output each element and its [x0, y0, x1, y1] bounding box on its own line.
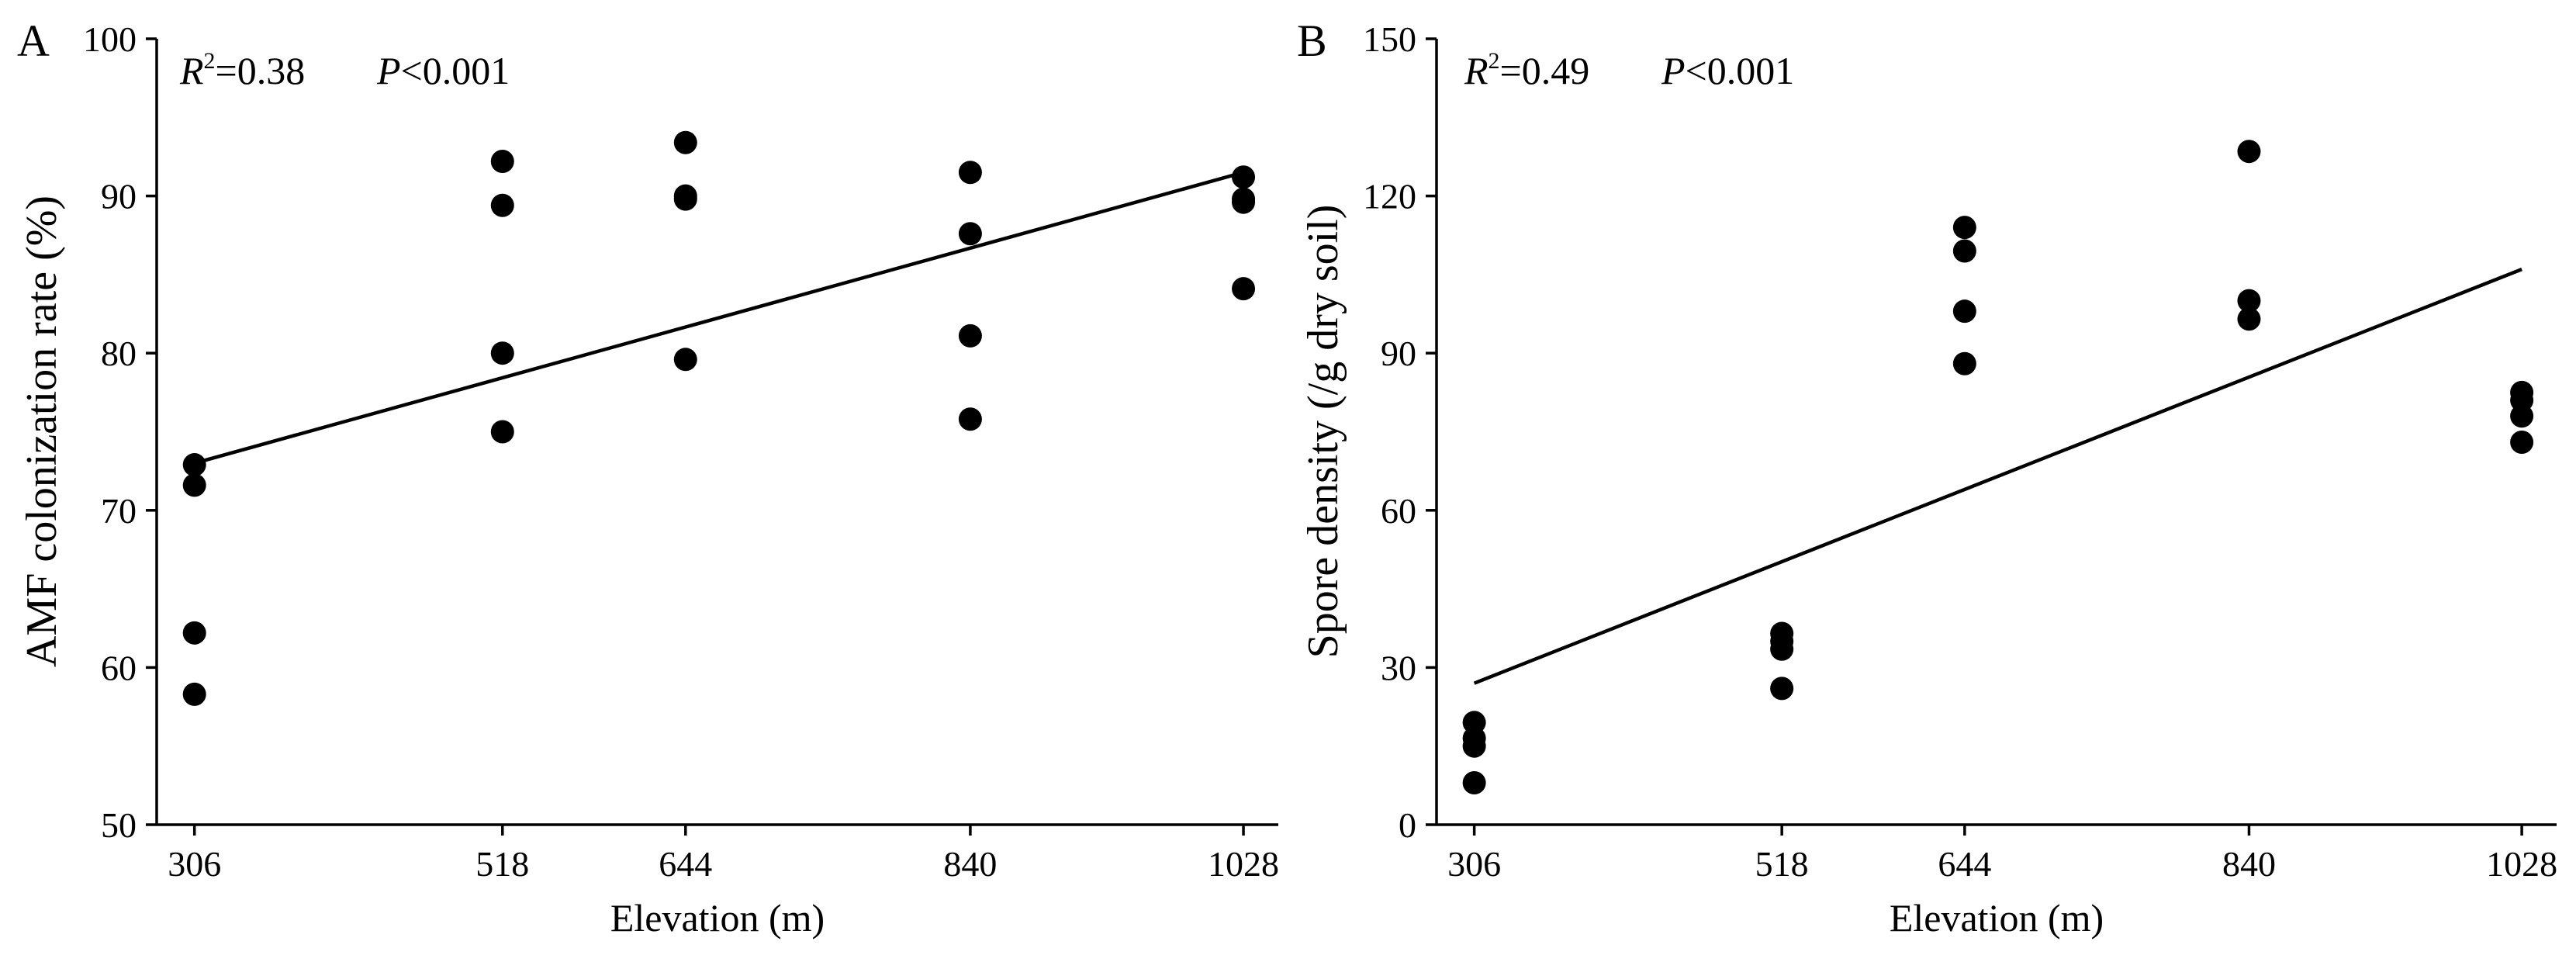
data-point-b-17	[2510, 404, 2534, 428]
data-point-a-1	[182, 473, 206, 497]
x-axis-label-a: Elevation (m)	[610, 896, 825, 940]
x-tick-label-a-1: 518	[475, 844, 529, 884]
y-tick-label-a-1: 60	[101, 648, 137, 687]
x-ticks-b: 306 518 644 840 1028	[1447, 825, 2557, 884]
r2-annotation-a: R2=0.38	[179, 48, 305, 92]
x-tick-label-b-2: 644	[1938, 844, 1991, 884]
data-point-a-10	[673, 187, 697, 211]
data-point-b-2	[1462, 734, 1486, 758]
data-point-a-2	[182, 621, 206, 645]
r2-annotation-b: R2=0.49	[1464, 48, 1589, 92]
panel-label-b: B	[1297, 16, 1327, 66]
y-tick-label-b-4: 120	[1363, 177, 1416, 216]
data-point-a-11	[673, 348, 697, 372]
x-tick-label-b-1: 518	[1755, 844, 1809, 884]
data-point-a-19	[1232, 277, 1256, 301]
data-points-a	[182, 130, 1256, 706]
x-ticks-a: 306 518 644 840 1028	[168, 825, 1279, 884]
data-point-a-5	[490, 193, 514, 217]
x-tick-label-a-0: 306	[168, 844, 221, 884]
regression-line-a	[194, 171, 1244, 465]
r2-value-b: =0.49	[1500, 49, 1590, 92]
r2-value-a: =0.38	[216, 49, 306, 92]
data-point-a-15	[958, 407, 982, 431]
x-tick-label-a-2: 644	[659, 844, 712, 884]
panel-label-a: A	[17, 16, 50, 66]
y-tick-label-b-5: 150	[1363, 19, 1416, 59]
panel-a-amf-colonization: A R2=0.38 P<0.001 50 60 70 80 90 100 306 518 64…	[17, 16, 1279, 940]
y-tick-label-a-5: 100	[83, 19, 137, 59]
p-annotation-a: P<0.001	[376, 49, 510, 92]
data-point-a-18	[1232, 190, 1256, 214]
y-ticks-b: 0 30 60 90 120 150	[1363, 19, 1437, 845]
r2-symbol-b: R	[1464, 49, 1489, 92]
y-tick-label-a-3: 80	[101, 334, 137, 373]
data-points-b	[1462, 140, 2534, 794]
x-tick-label-a-3: 840	[943, 844, 997, 884]
data-point-b-8	[1952, 216, 1976, 240]
y-tick-label-a-2: 70	[101, 491, 137, 531]
data-point-a-3	[182, 682, 206, 706]
data-point-a-4	[490, 150, 514, 174]
data-point-b-18	[2510, 431, 2534, 455]
panel-b-spore-density: B R2=0.49 P<0.001 0 30 60 90 120 150 306 518 64…	[1297, 16, 2557, 940]
y-axis-label-a: AMF colonization rate (%)	[18, 196, 66, 667]
p-value-a: <0.001	[401, 49, 510, 92]
x-axis-label-b: Elevation (m)	[1890, 896, 2104, 940]
data-point-b-12	[2237, 140, 2261, 164]
data-point-b-10	[1952, 299, 1976, 324]
data-point-b-7	[1770, 677, 1794, 701]
p-symbol-b: P	[1661, 49, 1686, 92]
data-point-b-3	[1462, 770, 1486, 794]
x-tick-label-b-0: 306	[1447, 844, 1501, 884]
y-tick-label-b-3: 90	[1381, 334, 1416, 373]
y-tick-label-a-0: 50	[101, 805, 137, 845]
data-point-a-6	[490, 341, 514, 365]
y-tick-label-b-2: 60	[1381, 491, 1416, 531]
r2-superscript-b: 2	[1489, 48, 1500, 74]
x-tick-label-a-4: 1028	[1208, 844, 1279, 884]
p-symbol-a: P	[376, 49, 401, 92]
y-axis-label-b: Spore density (/g dry soil)	[1299, 205, 1347, 659]
data-point-a-14	[958, 324, 982, 348]
y-ticks-a: 50 60 70 80 90 100	[83, 19, 157, 845]
x-tick-label-b-4: 1028	[2486, 844, 2557, 884]
regression-line-b	[1473, 268, 2522, 685]
data-point-b-11	[1952, 351, 1976, 375]
data-point-a-12	[958, 161, 982, 185]
y-tick-label-a-4: 90	[101, 177, 137, 216]
x-tick-label-b-3: 840	[2222, 844, 2276, 884]
r2-superscript-a: 2	[204, 48, 216, 74]
data-point-b-13	[2237, 289, 2261, 313]
y-tick-label-b-0: 0	[1399, 805, 1416, 845]
p-value-b: <0.001	[1686, 49, 1795, 92]
data-point-a-7	[490, 420, 514, 444]
data-point-a-16	[1232, 165, 1256, 189]
r2-symbol-a: R	[179, 49, 204, 92]
data-point-a-13	[958, 222, 982, 246]
data-point-a-8	[673, 130, 697, 154]
data-point-b-6	[1770, 637, 1794, 661]
y-tick-label-b-1: 30	[1381, 648, 1416, 687]
data-point-b-14	[2237, 307, 2261, 331]
data-point-a-0	[182, 453, 206, 477]
data-point-b-9	[1952, 239, 1976, 263]
p-annotation-b: P<0.001	[1661, 49, 1794, 92]
